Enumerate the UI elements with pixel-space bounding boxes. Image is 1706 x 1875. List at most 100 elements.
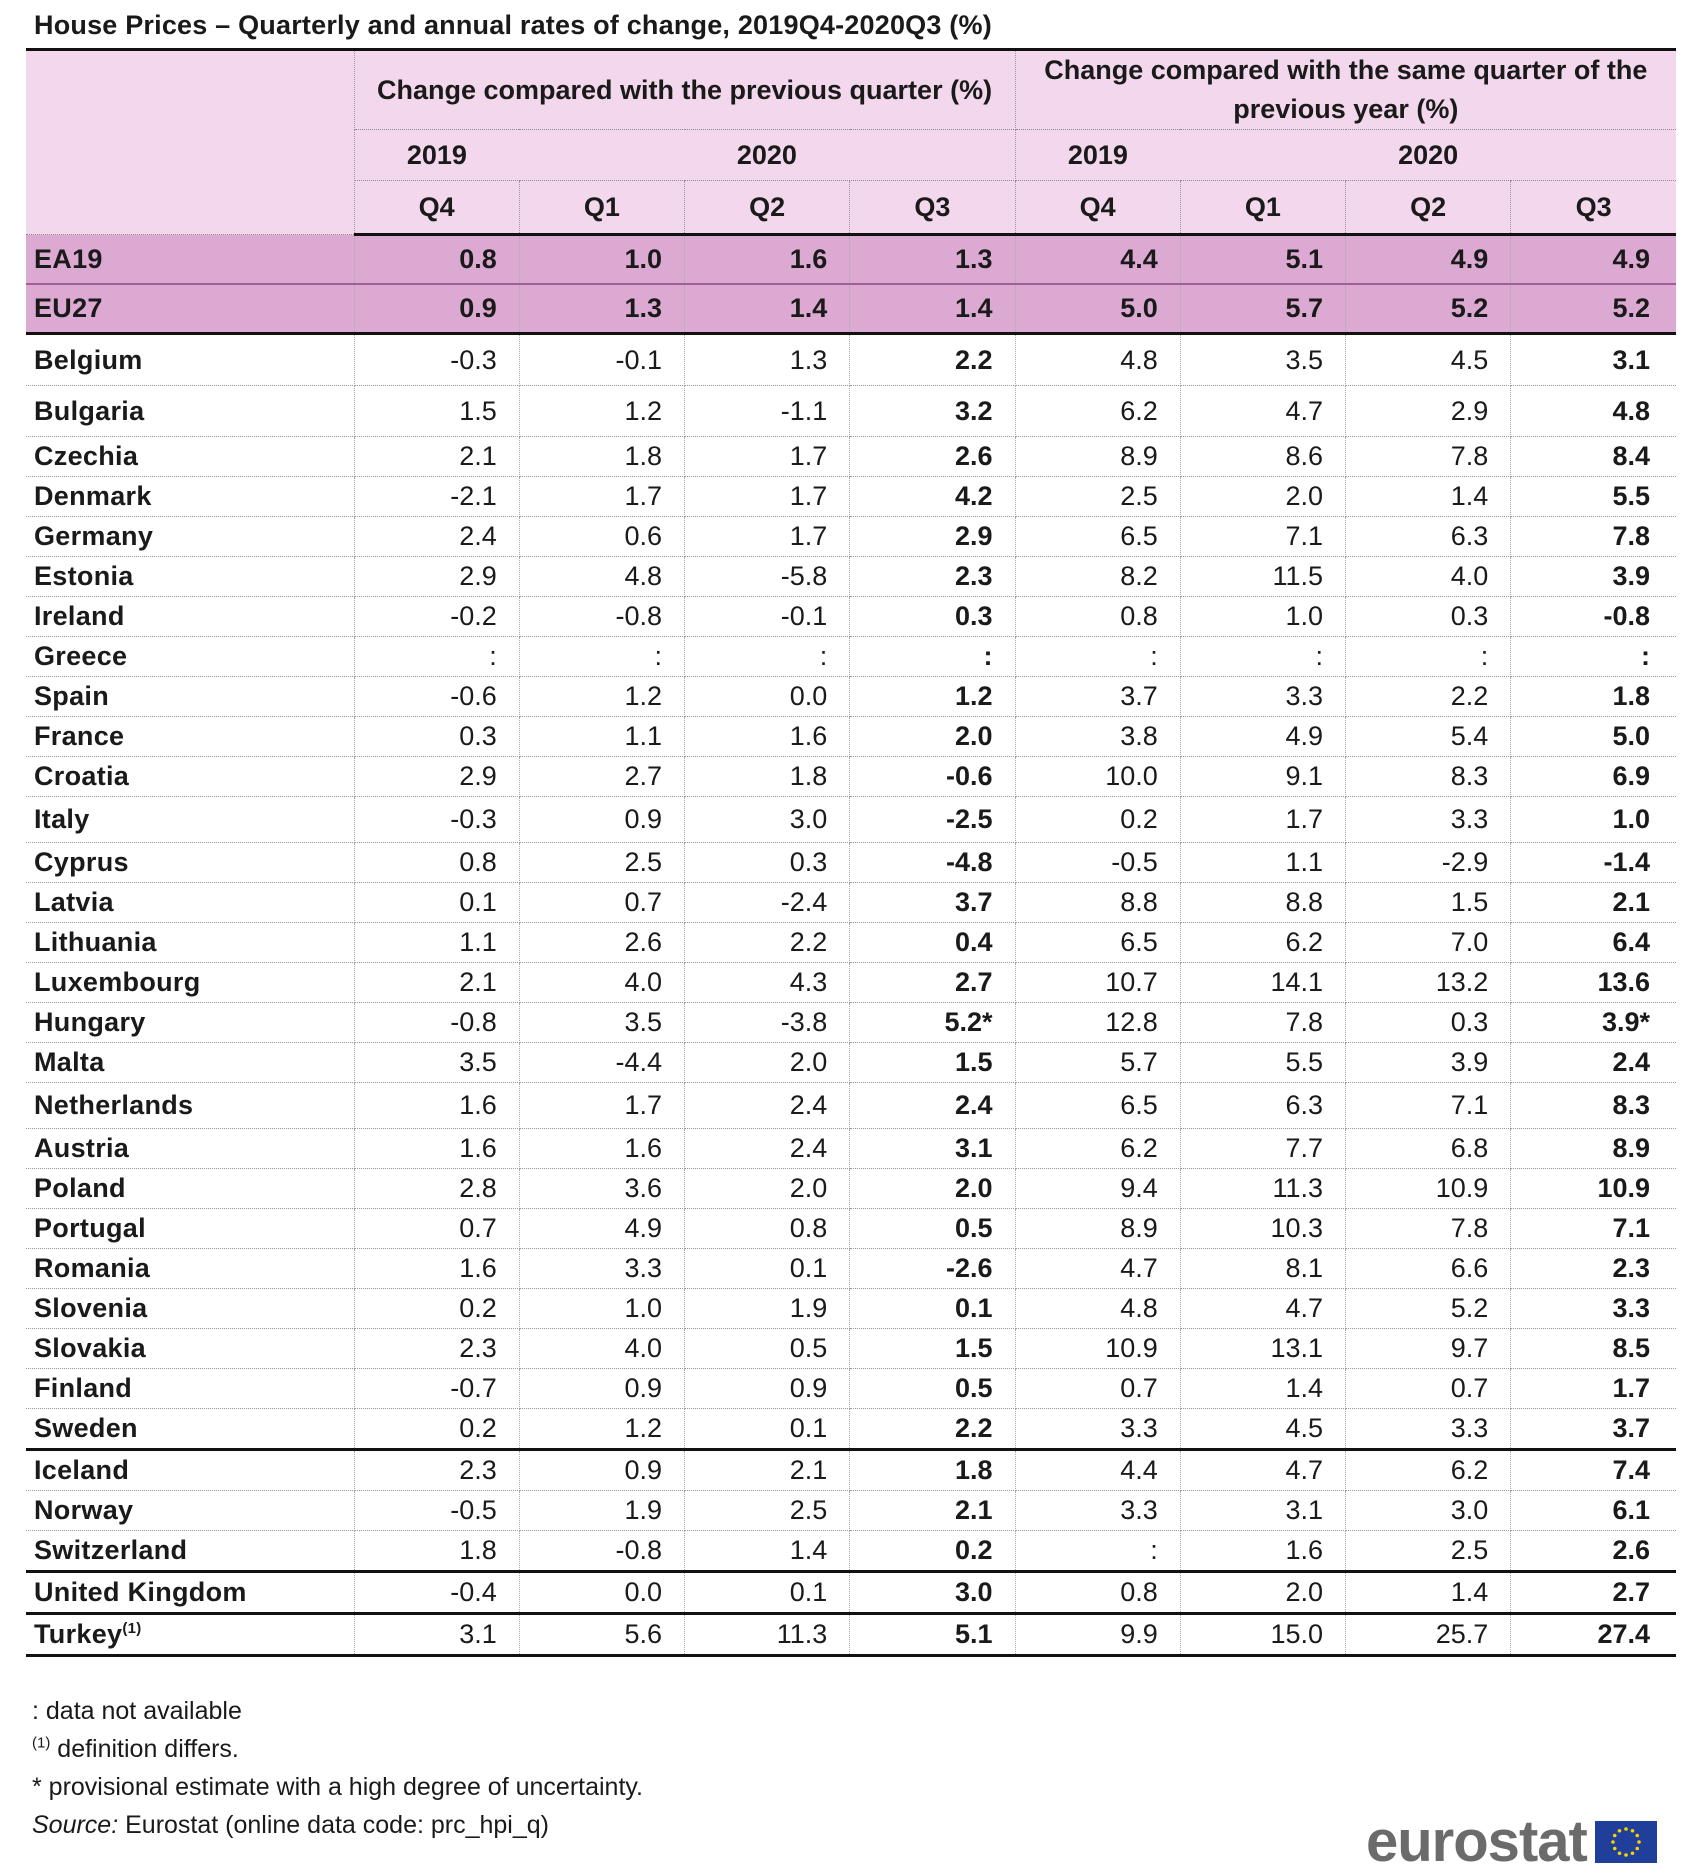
row-label: Sweden xyxy=(26,1408,355,1450)
value-cell: 1.6 xyxy=(354,1082,520,1129)
value-cell: 2.1 xyxy=(354,436,520,477)
value-cell: 5.2* xyxy=(849,1002,1016,1043)
row-label: Luxembourg xyxy=(26,962,355,1003)
row-label: Malta xyxy=(26,1042,355,1083)
value-cell: 1.6 xyxy=(1180,1530,1347,1572)
value-cell: 2.0 xyxy=(1180,476,1347,517)
value-cell: -0.8 xyxy=(519,596,686,637)
value-cell: 27.4 xyxy=(1510,1612,1677,1657)
value-cell: 14.1 xyxy=(1180,962,1347,1003)
value-cell: 4.0 xyxy=(1345,556,1512,597)
value-cell: 2.9 xyxy=(354,556,520,597)
header-quarter: Q4 xyxy=(1015,180,1181,236)
note-source: Source: Eurostat (online data code: prc_… xyxy=(32,1811,549,1839)
value-cell: 3.9 xyxy=(1510,556,1677,597)
table-row: United Kingdom -0.4 0.0 0.1 3.0 0.8 2.0 1.4 2.7 xyxy=(26,1570,1677,1614)
row-label: Ireland xyxy=(26,596,355,637)
value-cell: 1.7 xyxy=(1510,1368,1677,1409)
row-label: EA19 xyxy=(26,234,355,285)
value-cell: 2.4 xyxy=(1510,1042,1677,1083)
value-cell: -0.5 xyxy=(1015,842,1181,883)
value-cell: 1.9 xyxy=(684,1288,851,1329)
value-cell: 6.5 xyxy=(1015,516,1181,557)
row-label: Turkey(1) xyxy=(26,1612,355,1657)
value-cell: 3.5 xyxy=(354,1042,520,1083)
value-cell: 6.3 xyxy=(1345,516,1512,557)
value-cell: 4.7 xyxy=(1015,1248,1181,1289)
table-row: Switzerland 1.8 -0.8 1.4 0.2:1.6 2.5 2.6 xyxy=(26,1530,1677,1572)
value-cell: 1.1 xyxy=(1180,842,1347,883)
value-cell: 0.8 xyxy=(354,842,520,883)
value-cell: 0.9 xyxy=(519,1368,686,1409)
value-cell: : xyxy=(849,636,1016,677)
table-row: Malta 3.5 -4.4 2.0 1.5 5.7 5.5 3.9 2.4 xyxy=(26,1042,1677,1083)
value-cell: 2.6 xyxy=(1510,1530,1677,1572)
value-cell: 2.0 xyxy=(684,1042,851,1083)
value-cell: 7.1 xyxy=(1180,516,1347,557)
value-cell: 2.9 xyxy=(354,756,520,797)
header-quarter: Q3 xyxy=(849,180,1016,236)
value-cell: 1.1 xyxy=(354,922,520,963)
row-label: Germany xyxy=(26,516,355,557)
value-cell: -0.7 xyxy=(354,1368,520,1409)
value-cell: 2.5 xyxy=(684,1490,851,1531)
value-cell: 4.4 xyxy=(1015,234,1181,285)
value-cell: -0.4 xyxy=(354,1570,520,1614)
value-cell: 7.8 xyxy=(1510,516,1677,557)
value-cell: 6.6 xyxy=(1345,1248,1512,1289)
value-cell: : xyxy=(354,636,520,677)
header-group-previous-quarter: Change compared with the previous quarte… xyxy=(354,48,1016,130)
table-row: Austria 1.6 1.6 2.4 3.1 6.2 7.7 6.8 8.9 xyxy=(26,1128,1677,1169)
value-cell: 0.1 xyxy=(849,1288,1016,1329)
value-cell: -1.4 xyxy=(1510,842,1677,883)
value-cell: 0.2 xyxy=(354,1408,520,1450)
value-cell: 15.0 xyxy=(1180,1612,1347,1657)
value-cell: 9.1 xyxy=(1180,756,1347,797)
table-row: Poland 2.8 3.6 2.0 2.0 9.4 11.3 10.9 10.9 xyxy=(26,1168,1677,1209)
value-cell: 2.6 xyxy=(849,436,1016,477)
value-cell: -3.8 xyxy=(684,1002,851,1043)
value-cell: 4.5 xyxy=(1180,1408,1347,1450)
value-cell: 2.6 xyxy=(519,922,686,963)
value-cell: 2.1 xyxy=(354,962,520,1003)
value-cell: 11.3 xyxy=(684,1612,851,1657)
value-cell: 0.0 xyxy=(684,676,851,717)
value-cell: 1.0 xyxy=(519,1288,686,1329)
value-cell: 4.9 xyxy=(519,1208,686,1249)
row-label: Lithuania xyxy=(26,922,355,963)
value-cell: 12.8 xyxy=(1015,1002,1181,1043)
value-cell: 3.0 xyxy=(684,796,851,843)
value-cell: 8.3 xyxy=(1345,756,1512,797)
value-cell: 9.4 xyxy=(1015,1168,1181,1209)
value-cell: 3.3 xyxy=(1015,1490,1181,1531)
value-cell: 5.1 xyxy=(1180,234,1347,285)
table-row: Belgium -0.3 -0.1 1.3 2.2 4.8 3.5 4.5 3.1 xyxy=(26,333,1677,386)
value-cell: 1.8 xyxy=(684,756,851,797)
row-label: France xyxy=(26,716,355,757)
row-label: Finland xyxy=(26,1368,355,1409)
value-cell: 10.9 xyxy=(1510,1168,1677,1209)
value-cell: 6.2 xyxy=(1345,1448,1512,1491)
value-cell: 5.2 xyxy=(1345,1288,1512,1329)
table-body: EA19 0.8 1.0 1.6 1.3 4.4 5.1 4.9 4.9 EU27 0.9 1.3 1.… xyxy=(26,234,1677,1657)
value-cell: 0.3 xyxy=(684,842,851,883)
value-cell: 2.0 xyxy=(849,1168,1016,1209)
value-cell: 13.6 xyxy=(1510,962,1677,1003)
value-cell: 0.1 xyxy=(354,882,520,923)
value-cell: 10.7 xyxy=(1015,962,1181,1003)
value-cell: 4.5 xyxy=(1345,333,1512,386)
value-cell: 3.3 xyxy=(1015,1408,1181,1450)
value-cell: 8.5 xyxy=(1510,1328,1677,1369)
value-cell: -1.1 xyxy=(684,385,851,437)
value-cell: 3.1 xyxy=(1510,333,1677,386)
value-cell: 8.3 xyxy=(1510,1082,1677,1129)
table-row: Croatia 2.9 2.7 1.8 -0.6 10.0 9.1 8.3 6.9 xyxy=(26,756,1677,797)
value-cell: 8.4 xyxy=(1510,436,1677,477)
row-label: Estonia xyxy=(26,556,355,597)
value-cell: -0.1 xyxy=(519,333,686,386)
value-cell: 0.5 xyxy=(849,1368,1016,1409)
value-cell: 3.9 xyxy=(1345,1042,1512,1083)
value-cell: -0.5 xyxy=(354,1490,520,1531)
value-cell: 1.2 xyxy=(519,676,686,717)
value-cell: 10.3 xyxy=(1180,1208,1347,1249)
